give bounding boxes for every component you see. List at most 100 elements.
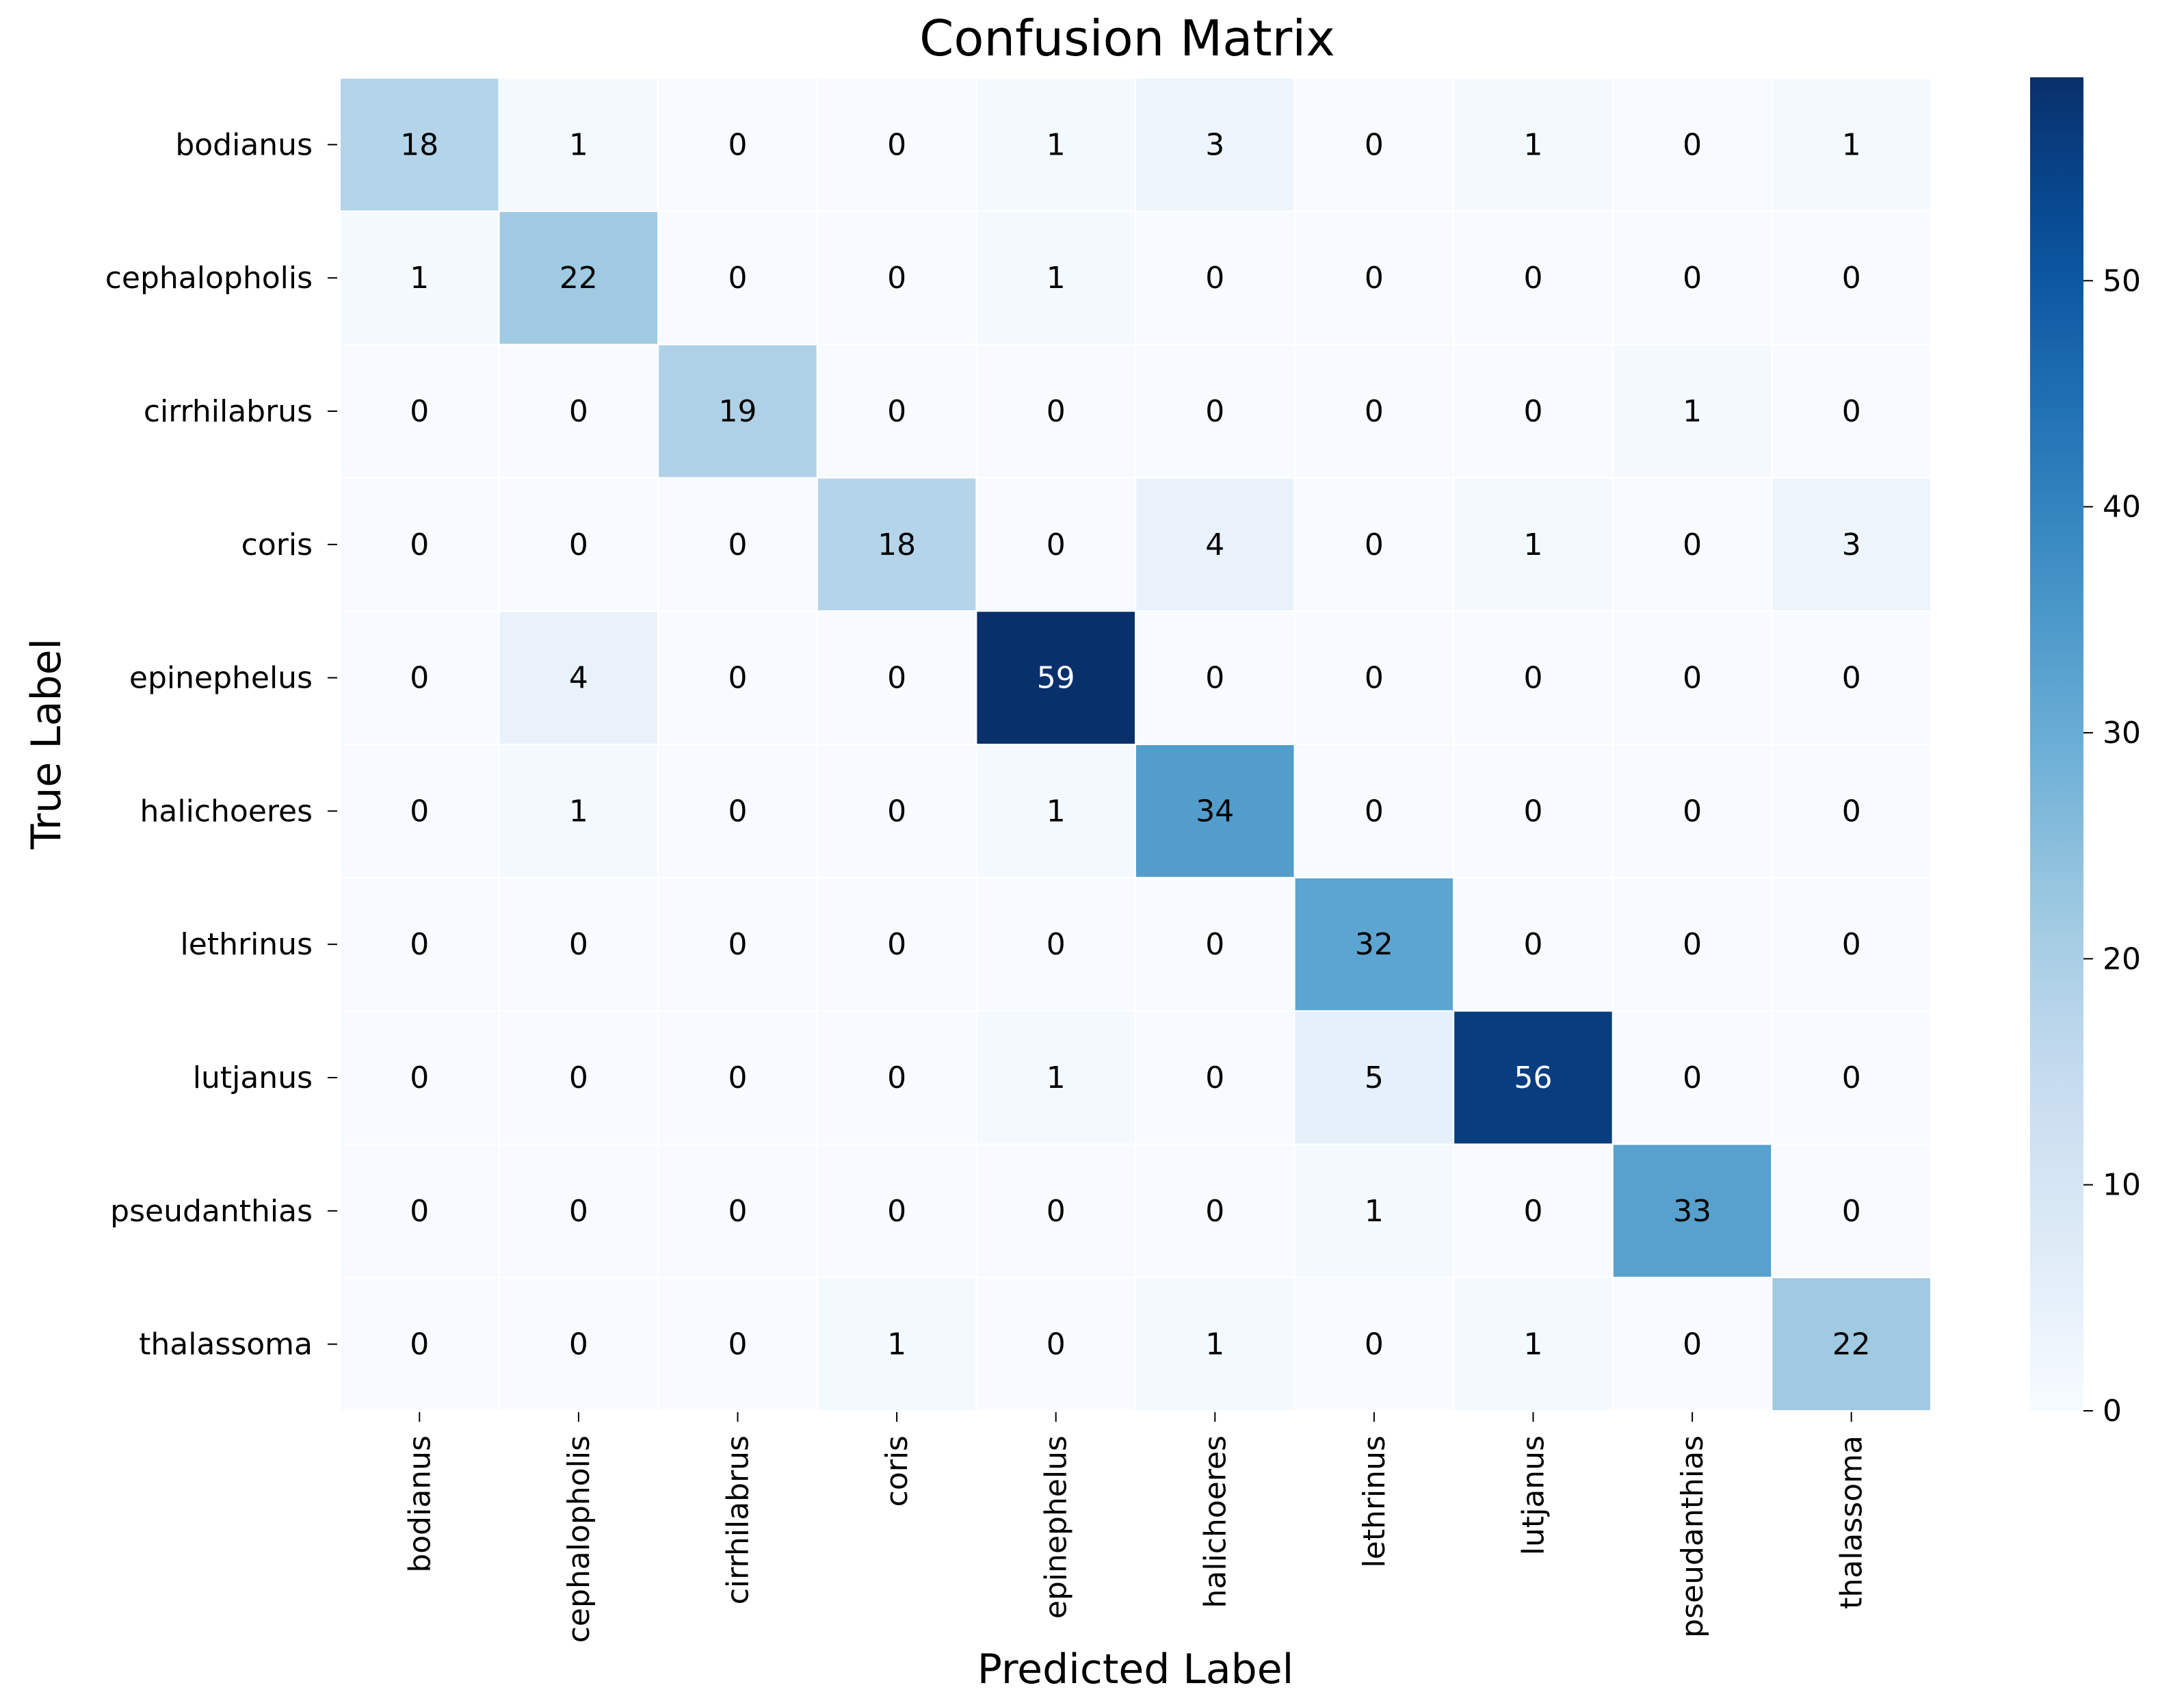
cell-value-label: 0 xyxy=(887,394,906,429)
heatmap-cell xyxy=(816,1010,977,1145)
cell-value-label: 0 xyxy=(569,528,588,562)
heatmap-cell xyxy=(1135,1277,1295,1411)
chart-title: Confusion Matrix xyxy=(919,10,1335,67)
heatmap-cell xyxy=(498,210,659,346)
heatmap-cell xyxy=(1453,610,1614,746)
heatmap-cell xyxy=(975,210,1137,346)
heatmap-cell xyxy=(1453,744,1614,878)
cell-value-label: 0 xyxy=(1205,927,1224,962)
heatmap-cell xyxy=(1293,210,1455,346)
cell-value-label: 0 xyxy=(1683,794,1702,829)
cell-value-label: 0 xyxy=(1842,394,1861,429)
heatmap-cell xyxy=(498,744,659,878)
cell-value-label: 0 xyxy=(728,1327,748,1362)
heatmap-cell xyxy=(1771,876,1932,1012)
cell-value-label: 0 xyxy=(1842,661,1861,696)
cell-value-label: 0 xyxy=(1205,661,1224,696)
cell-value-label: 0 xyxy=(887,794,906,829)
cell-value-label: 0 xyxy=(728,661,748,696)
cell-value-label: 22 xyxy=(560,261,598,296)
heatmap-cell xyxy=(1611,343,1773,479)
heatmap-cell xyxy=(1453,1277,1614,1411)
heatmap-cell xyxy=(816,1277,977,1411)
cell-value-label: 0 xyxy=(1683,1060,1702,1095)
heatmap-cell xyxy=(1771,477,1932,612)
heatmap-cell xyxy=(339,744,500,878)
heatmap-cell xyxy=(1293,610,1455,746)
cell-value-label: 1 xyxy=(1365,1194,1384,1229)
cell-value-label: 0 xyxy=(728,1194,748,1229)
cell-value-label: 0 xyxy=(410,1194,429,1229)
x-tick-label: pseudanthias xyxy=(1675,1435,1710,1638)
heatmap-cell xyxy=(1453,477,1614,612)
colorbar-tick-label: 10 xyxy=(2103,1168,2141,1203)
cell-value-label: 0 xyxy=(1205,261,1224,296)
colorbar-tick-label: 20 xyxy=(2103,941,2141,976)
cell-value-label: 0 xyxy=(410,528,429,562)
x-tick-label: lethrinus xyxy=(1357,1435,1392,1567)
x-tick-labels: bodianus cephalopholis cirrhilabrus coris ep… xyxy=(402,1412,1869,1643)
heatmap-cell xyxy=(657,876,818,1012)
heatmap-cell xyxy=(1611,610,1773,746)
heatmap-cell xyxy=(1293,1143,1455,1279)
heatmap-cell xyxy=(975,876,1137,1012)
cell-value-label: 4 xyxy=(1205,528,1224,562)
y-tick-label: halichoeres xyxy=(140,794,313,829)
heatmap-cell xyxy=(816,876,977,1012)
heatmap-cell xyxy=(975,477,1137,612)
heatmap-cell xyxy=(1135,1010,1295,1145)
heatmap-cell xyxy=(498,1277,659,1411)
heatmap-cell xyxy=(1771,744,1932,878)
x-axis-label: Predicted Label xyxy=(977,1645,1294,1693)
cell-value-label: 18 xyxy=(400,127,438,162)
heatmap-cell xyxy=(657,77,818,212)
cell-value-label: 0 xyxy=(1842,794,1861,829)
cell-value-label: 0 xyxy=(1842,927,1861,962)
cell-value-label: 1 xyxy=(1524,1327,1543,1362)
heatmap-cell xyxy=(1611,210,1773,346)
cell-value-label: 0 xyxy=(887,1060,906,1095)
cell-value-label: 0 xyxy=(887,261,906,296)
cell-value-label: 0 xyxy=(728,127,748,162)
heatmap-cell xyxy=(657,1277,818,1411)
cell-value-label: 0 xyxy=(569,1194,588,1229)
heatmap-cell xyxy=(1135,610,1295,746)
cell-value-label: 3 xyxy=(1205,127,1224,162)
cell-value-label: 0 xyxy=(1842,1194,1861,1229)
heatmap-cell xyxy=(1771,343,1932,479)
heatmap-cell xyxy=(657,1010,818,1145)
heatmap-cell xyxy=(657,744,818,878)
cell-value-label: 33 xyxy=(1673,1194,1711,1229)
cell-value-label: 1 xyxy=(1047,794,1066,829)
heatmap-cell xyxy=(498,77,659,212)
heatmap-cell xyxy=(339,477,500,612)
cell-value-label: 0 xyxy=(887,127,906,162)
heatmap-cell xyxy=(1611,477,1773,612)
heatmap-cell xyxy=(339,610,500,746)
heatmap-cell xyxy=(657,210,818,346)
cell-value-label: 1 xyxy=(410,261,429,296)
colorbar-tick-label: 50 xyxy=(2103,263,2141,298)
cell-value-label: 18 xyxy=(878,528,916,562)
cell-value-label: 0 xyxy=(887,661,906,696)
heatmap-cell xyxy=(1453,876,1614,1012)
x-tick-label: thalassoma xyxy=(1834,1435,1869,1609)
colorbar-tick-label: 30 xyxy=(2103,716,2141,751)
cell-value-label: 0 xyxy=(728,927,748,962)
cell-value-label: 0 xyxy=(1365,394,1384,429)
heatmap-cell xyxy=(975,343,1137,479)
cell-value-label: 0 xyxy=(410,661,429,696)
heatmap-cell xyxy=(1611,1010,1773,1145)
heatmap-cell xyxy=(498,610,659,746)
cell-value-label: 56 xyxy=(1514,1060,1553,1095)
heatmap-cell xyxy=(498,1143,659,1279)
heatmap-cell xyxy=(1771,210,1932,346)
heatmap-cell xyxy=(1135,477,1295,612)
heatmap-cell xyxy=(498,1010,659,1145)
heatmap-cell xyxy=(1135,210,1295,346)
cell-value-label: 1 xyxy=(1205,1327,1224,1362)
heatmap-cell xyxy=(1771,610,1932,746)
cell-value-label: 0 xyxy=(1683,261,1702,296)
colorbar-tick-label: 0 xyxy=(2103,1394,2122,1429)
